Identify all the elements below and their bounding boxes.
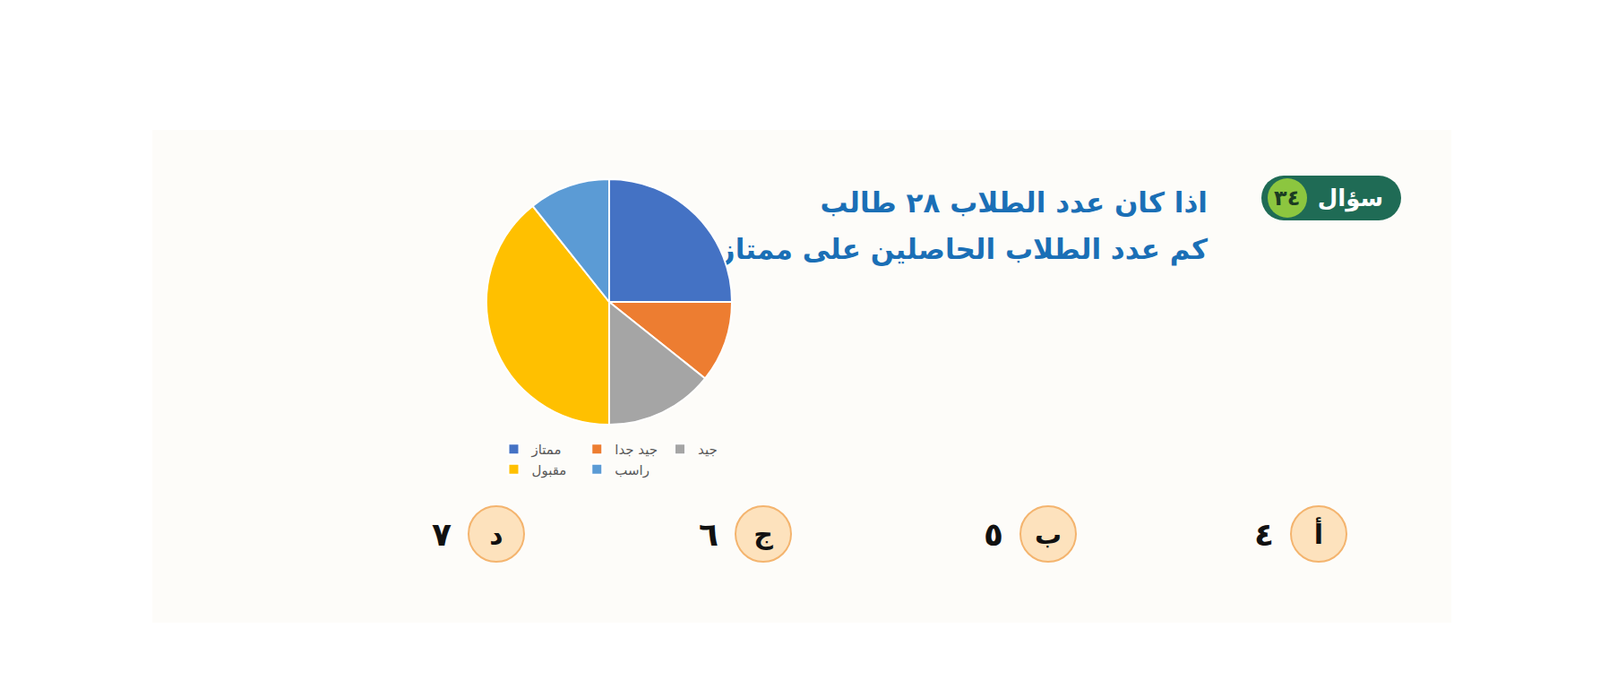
- html-text:اذا كان عدد الطلاب ٢٨ طالب: اذا كان عدد الطلاب ٢٨ طالب: [820, 186, 1208, 219]
- html-text:سؤال: سؤال: [1317, 184, 1384, 212]
- svg-text:راسب: راسب: [614, 462, 650, 479]
- html-text:٥: ٥: [983, 515, 1004, 553]
- html-text:٦: ٦: [698, 515, 719, 553]
- html-text:٣٤: ٣٤: [1273, 185, 1301, 211]
- html-text:أ: أ: [1314, 518, 1324, 550]
- svg-text:ممتاز: ممتاز: [531, 441, 562, 458]
- html-text:٤: ٤: [1254, 515, 1274, 553]
- svg-text:جيد: جيد: [697, 441, 718, 458]
- html-text:ج: ج: [753, 518, 773, 550]
- svg-text:مقبول: مقبول: [532, 462, 568, 479]
- html-text:٧: ٧: [431, 515, 452, 553]
- html-text:د: د: [489, 518, 504, 550]
- html-text:كم عدد الطلاب الحاصلين على ممت: كم عدد الطلاب الحاصلين على ممتاز: [719, 232, 1208, 266]
- html-text:ب: ب: [1034, 518, 1062, 550]
- svg-text:جيد جدا: جيد جدا: [614, 441, 658, 458]
